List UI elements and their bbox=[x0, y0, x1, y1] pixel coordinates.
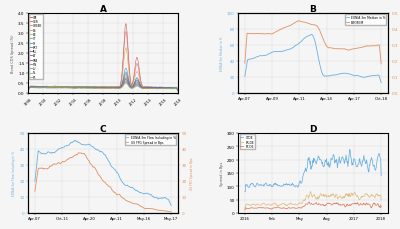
Legend: EONIA 3m Flow Including in %, US FFG Spread in Bps: EONIA 3m Flow Including in %, US FFG Spr… bbox=[125, 135, 176, 145]
Y-axis label: Spread in Bps: Spread in Bps bbox=[220, 161, 224, 185]
Title: C: C bbox=[100, 124, 106, 133]
Title: A: A bbox=[100, 5, 106, 14]
Y-axis label: Bond CDS Spread (%): Bond CDS Spread (%) bbox=[11, 34, 15, 73]
Y-axis label: US FFG Spread in Bps: US FFG Spread in Bps bbox=[190, 157, 194, 189]
Legend: EONIA 3m Median in %, LIBOR3M: EONIA 3m Median in %, LIBOR3M bbox=[345, 15, 386, 25]
Y-axis label: EONIA 3m Median in %: EONIA 3m Median in % bbox=[220, 36, 224, 71]
Title: D: D bbox=[309, 124, 317, 133]
Legend: ITA, GER, GREEK, ES, BE, IT, SI, PRT, IRL, AT, SPA, FIN, LU, NL, FR: ITA, GER, GREEK, ES, BE, IT, SI, PRT, IR… bbox=[29, 15, 43, 80]
Legend: IT-DE, FR-DE, PT-DE: IT-DE, FR-DE, PT-DE bbox=[240, 135, 255, 150]
Y-axis label: EONIA 3m Flow Including in %: EONIA 3m Flow Including in % bbox=[12, 151, 16, 196]
Title: B: B bbox=[310, 5, 316, 14]
